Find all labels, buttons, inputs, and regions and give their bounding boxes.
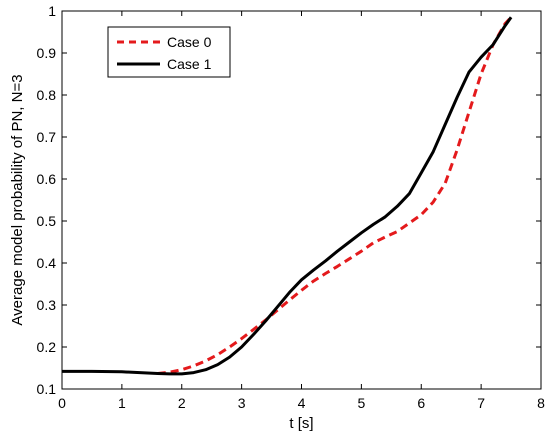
series-line-case-0	[157, 16, 513, 375]
y-tick-label: 0.9	[37, 45, 57, 61]
y-tick-label: 0.6	[37, 171, 57, 187]
series-line-case-1	[62, 16, 513, 376]
x-tick-label: 2	[178, 395, 186, 411]
y-tick-label: 0.3	[37, 297, 57, 313]
x-tick-label: 6	[417, 395, 425, 411]
x-tick-label: 3	[238, 395, 246, 411]
x-tick-label: 5	[357, 395, 365, 411]
legend: Case 0 Case 1	[107, 26, 231, 78]
ticks-layer: 0 1 2 3 4 5 6 7 8 0.1 0.2 0.3 0.4 0.5 0.6 0.7 0.8 0.9 1	[37, 3, 546, 411]
legend-label-case-0: Case 0	[167, 34, 212, 50]
y-tick-label: 0.8	[37, 87, 57, 103]
y-tick-label: 0.2	[37, 339, 57, 355]
x-tick-label: 1	[118, 395, 126, 411]
x-tick-label: 8	[537, 395, 545, 411]
y-tick-label: 0.1	[37, 381, 57, 397]
y-tick-label: 1	[48, 3, 56, 19]
x-tick-label: 4	[298, 395, 306, 411]
x-tick-label: 0	[58, 395, 66, 411]
series-layer	[62, 16, 513, 376]
x-tick-label: 7	[477, 395, 485, 411]
y-axis-title: Average model probability of PN, N=3	[9, 74, 26, 325]
legend-label-case-1: Case 1	[167, 56, 212, 72]
x-axis-title: t [s]	[289, 415, 313, 432]
y-tick-label: 0.7	[37, 129, 57, 145]
y-tick-label: 0.5	[37, 213, 57, 229]
legend-box	[107, 26, 231, 78]
y-tick-label: 0.4	[37, 255, 57, 271]
